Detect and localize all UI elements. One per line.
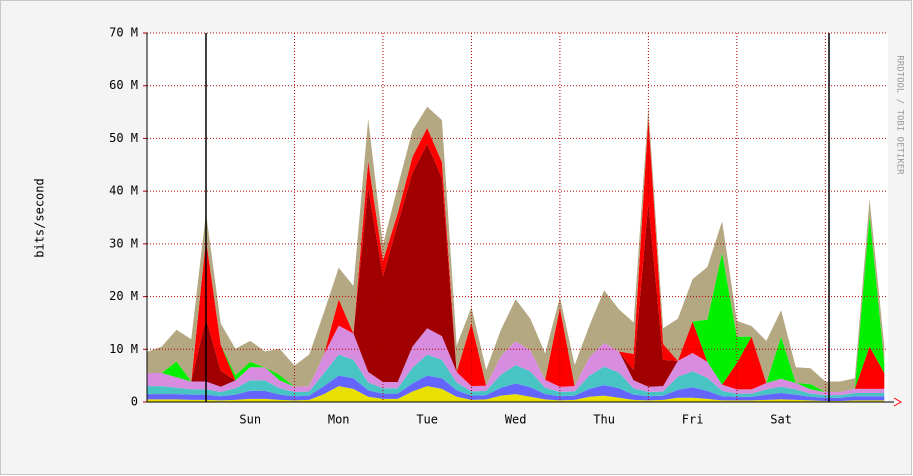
y-tick-label: 70 M bbox=[109, 26, 138, 40]
y-tick-label: 0 bbox=[131, 395, 138, 409]
x-tick-label: Tue bbox=[416, 413, 438, 427]
x-tick-label: Sat bbox=[770, 413, 792, 427]
x-tick-label: Sun bbox=[239, 413, 261, 427]
area bbox=[147, 354, 885, 398]
x-tick-label: Wed bbox=[505, 413, 527, 427]
y-axis-label: bits/second bbox=[33, 178, 47, 257]
x-tick-label: Fri bbox=[682, 413, 704, 427]
area bbox=[147, 106, 885, 392]
watermark: RRDTOOL / TOBI OETIKER bbox=[895, 55, 905, 175]
x-tick-label: Mon bbox=[328, 413, 350, 427]
area bbox=[147, 325, 885, 396]
y-tick-label: 40 M bbox=[109, 184, 138, 198]
x-tick-label: Thu bbox=[593, 413, 615, 427]
y-tick-label: 50 M bbox=[109, 131, 138, 145]
area bbox=[147, 117, 885, 392]
y-tick-label: 10 M bbox=[109, 342, 138, 356]
y-tick-label: 30 M bbox=[109, 236, 138, 250]
axis-arrow bbox=[893, 397, 903, 407]
y-tick-label: 20 M bbox=[109, 289, 138, 303]
area bbox=[147, 117, 885, 392]
area bbox=[147, 375, 885, 401]
y-tick-label: 60 M bbox=[109, 78, 138, 92]
